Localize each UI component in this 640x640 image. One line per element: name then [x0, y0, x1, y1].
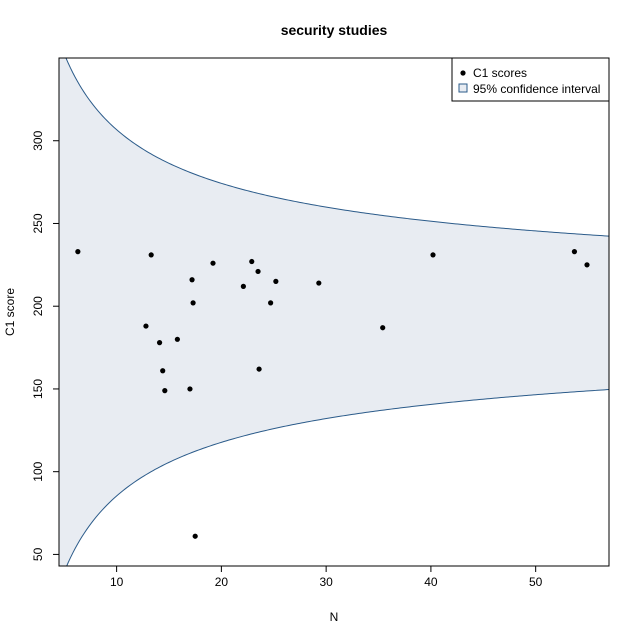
- x-tick-label: 20: [215, 575, 229, 589]
- confidence-band-fill: [59, 58, 609, 566]
- y-tick-label: 150: [31, 379, 45, 399]
- data-point: [75, 249, 81, 255]
- x-tick-label: 50: [529, 575, 543, 589]
- data-point: [273, 278, 279, 284]
- upper-bound-line: [65, 58, 609, 237]
- data-point: [316, 280, 322, 286]
- x-tick-label: 10: [110, 575, 124, 589]
- legend-band-symbol: [458, 83, 468, 93]
- data-point: [192, 533, 198, 539]
- data-points: [75, 249, 590, 539]
- x-tick-label: 30: [319, 575, 333, 589]
- legend: C1 scores 95% confidence interval: [451, 57, 610, 102]
- legend-label-interval: 95% confidence interval: [473, 82, 600, 96]
- y-tick-label: 300: [31, 130, 45, 150]
- data-point: [148, 252, 154, 258]
- lower-bound-line: [66, 389, 609, 566]
- data-point: [190, 300, 196, 306]
- data-point: [187, 386, 193, 392]
- plot-frame: [58, 57, 610, 567]
- data-point: [240, 283, 246, 289]
- y-tick-label: 250: [31, 213, 45, 233]
- x-axis-label: N: [330, 610, 339, 624]
- data-point: [584, 262, 590, 268]
- data-point: [210, 260, 216, 266]
- legend-label-scores: C1 scores: [473, 66, 527, 80]
- data-point: [571, 249, 578, 255]
- data-point: [189, 277, 195, 283]
- data-point: [380, 325, 386, 331]
- data-point: [160, 368, 166, 374]
- legend-point-symbol: [460, 70, 466, 76]
- data-point: [174, 336, 180, 342]
- y-axis-label: C1 score: [3, 288, 17, 336]
- data-point: [156, 340, 163, 346]
- chart-title: security studies: [281, 22, 388, 38]
- data-point: [255, 268, 261, 275]
- data-point: [430, 252, 436, 258]
- data-point: [143, 323, 149, 329]
- data-point: [256, 366, 262, 372]
- axes: 10 20 30 40 50 50 100 150 200 250 300: [31, 57, 610, 589]
- confidence-band: [59, 58, 609, 566]
- y-tick-label: 200: [31, 296, 45, 316]
- y-tick-label: 50: [31, 547, 45, 561]
- data-point: [268, 300, 274, 306]
- legend-box: [451, 57, 610, 102]
- data-point: [162, 387, 168, 394]
- y-tick-label: 100: [31, 461, 45, 481]
- data-point: [249, 258, 255, 265]
- x-tick-label: 40: [424, 575, 438, 589]
